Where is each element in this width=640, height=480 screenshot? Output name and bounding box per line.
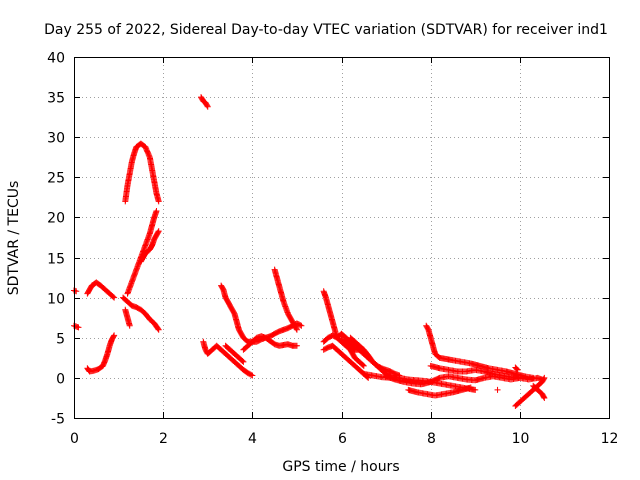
y-tick-label: 0 [56, 372, 65, 388]
data-point [540, 393, 547, 400]
data-point [293, 326, 300, 333]
data-point [110, 293, 117, 300]
data-point [155, 198, 162, 205]
x-axis-label: GPS time / hours [282, 459, 399, 475]
data-point [514, 366, 521, 373]
x-tick-label: 8 [427, 431, 436, 447]
data-point [249, 372, 256, 379]
y-tick-label: 30 [47, 131, 65, 147]
data-point [155, 325, 162, 332]
data-point [155, 229, 162, 236]
data-point [360, 362, 367, 369]
data-point [298, 322, 305, 329]
y-tick-label: -5 [51, 412, 65, 428]
data-point [110, 333, 117, 340]
y-tick-label: 35 [47, 91, 65, 107]
axis-ticks [74, 57, 610, 419]
data-point [293, 342, 300, 349]
data-point [239, 358, 246, 365]
x-tick-label: 0 [70, 431, 79, 447]
data-point [494, 386, 501, 393]
data-point [204, 102, 211, 109]
data-point [297, 322, 304, 329]
x-tick-label: 10 [512, 431, 530, 447]
data-point [240, 358, 247, 365]
x-tick-label: 6 [338, 431, 347, 447]
x-tick-label: 4 [248, 431, 257, 447]
y-tick-label: 20 [47, 211, 65, 227]
data-point [111, 332, 118, 339]
data-point [359, 362, 366, 369]
data-point [111, 294, 118, 301]
data-point [541, 394, 548, 401]
data-point [540, 375, 547, 382]
y-tick-label: 5 [56, 332, 65, 348]
data-point [204, 103, 211, 110]
data-point [75, 324, 82, 331]
y-tick-label: 10 [47, 292, 65, 308]
data-point [126, 322, 133, 329]
data-point [472, 386, 479, 393]
y-tick-label: 40 [47, 51, 65, 67]
grid-lines [74, 57, 609, 418]
chart-title: Day 255 of 2022, Sidereal Day-to-day VTE… [44, 22, 608, 38]
data-point [467, 384, 474, 391]
y-tick-label: 25 [47, 171, 65, 187]
data-point [530, 374, 537, 381]
data-point [513, 366, 520, 373]
y-axis-label: SDTVAR / TECUs [6, 181, 22, 296]
data-point [293, 325, 300, 332]
y-tick-label: 15 [47, 252, 65, 268]
x-tick-label: 12 [601, 431, 619, 447]
x-tick-label: 2 [159, 431, 168, 447]
tick-labels: -5 0 5 10 15 20 25 30 35 40 0 2 4 6 8 10 12 [47, 51, 618, 448]
data-point [541, 374, 548, 381]
data-points [71, 94, 548, 409]
data-point [248, 371, 255, 378]
data-point [153, 208, 160, 215]
data-point [516, 374, 523, 381]
data-point [155, 228, 162, 235]
data-point [155, 326, 162, 333]
